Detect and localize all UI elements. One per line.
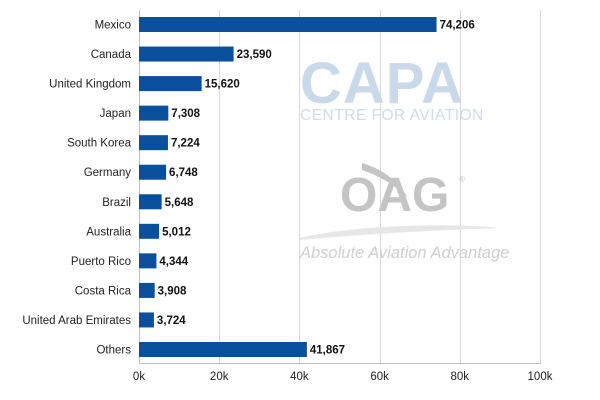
bar xyxy=(139,76,202,92)
category-label: Japan xyxy=(100,108,131,120)
value-label: 23,590 xyxy=(237,49,272,61)
capa-logo-title: CAPA xyxy=(300,51,464,116)
x-tick-label: 100k xyxy=(528,371,553,383)
bar xyxy=(139,253,157,269)
oag-swoosh-icon xyxy=(362,163,408,198)
grid-lines xyxy=(139,10,541,364)
oag-registered-mark: ® xyxy=(459,175,465,184)
category-label: Mexico xyxy=(95,20,131,32)
oag-tagline: Absolute Aviation Advantage xyxy=(299,244,509,262)
oag-underline-icon xyxy=(300,225,500,240)
value-label: 74,206 xyxy=(440,20,475,32)
bar xyxy=(139,135,168,151)
value-label: 15,620 xyxy=(205,79,240,91)
bar xyxy=(139,223,160,239)
bar xyxy=(139,282,155,298)
capa-logo: CAPA CENTRE FOR AVIATION xyxy=(300,51,484,124)
bar xyxy=(139,194,162,210)
category-label: Brazil xyxy=(102,197,131,209)
category-label: Puerto Rico xyxy=(71,256,131,268)
x-axis-tick-labels: 0k 20k 40k 60k 80k 100k xyxy=(133,371,553,383)
value-label: 3,724 xyxy=(157,315,186,327)
x-tick-label: 0k xyxy=(133,371,145,383)
value-label: 4,344 xyxy=(159,256,188,268)
category-label: United Kingdom xyxy=(49,79,131,91)
x-tick-label: 80k xyxy=(451,371,470,383)
oag-logo-title: OAG xyxy=(340,169,449,222)
bars xyxy=(139,17,437,357)
bar xyxy=(139,105,169,121)
x-tick-label: 40k xyxy=(290,371,309,383)
bar xyxy=(139,164,167,180)
value-label: 5,012 xyxy=(162,226,191,238)
category-labels: Mexico Canada United Kingdom Japan South Kor… xyxy=(22,20,131,357)
category-label: United Arab Emirates xyxy=(22,315,131,327)
value-label: 7,308 xyxy=(171,108,200,120)
category-label: South Korea xyxy=(67,138,132,150)
value-label: 3,908 xyxy=(158,285,187,297)
bar xyxy=(139,312,154,328)
value-label: 5,648 xyxy=(165,197,194,209)
x-tick-label: 20k xyxy=(210,371,229,383)
category-label: Germany xyxy=(84,167,132,179)
capa-logo-subtitle: CENTRE FOR AVIATION xyxy=(300,107,484,124)
watermark-logos: CAPA CENTRE FOR AVIATION OAG ® Absolute … xyxy=(299,51,509,262)
x-tick-label: 60k xyxy=(370,371,389,383)
category-label: Others xyxy=(96,345,131,357)
value-label: 6,748 xyxy=(169,167,198,179)
value-label: 41,867 xyxy=(310,345,345,357)
value-labels: 74,206 23,590 15,620 7,308 7,224 6,748 5,648 5,… xyxy=(157,20,475,357)
category-label: Costa Rica xyxy=(75,285,132,297)
bar xyxy=(139,17,437,32)
category-label: Canada xyxy=(91,49,132,61)
value-label: 7,224 xyxy=(171,138,200,150)
oag-logo: OAG ® Absolute Aviation Advantage xyxy=(299,163,509,262)
category-label: Australia xyxy=(86,226,131,238)
bar xyxy=(139,46,234,62)
bar xyxy=(139,342,307,357)
